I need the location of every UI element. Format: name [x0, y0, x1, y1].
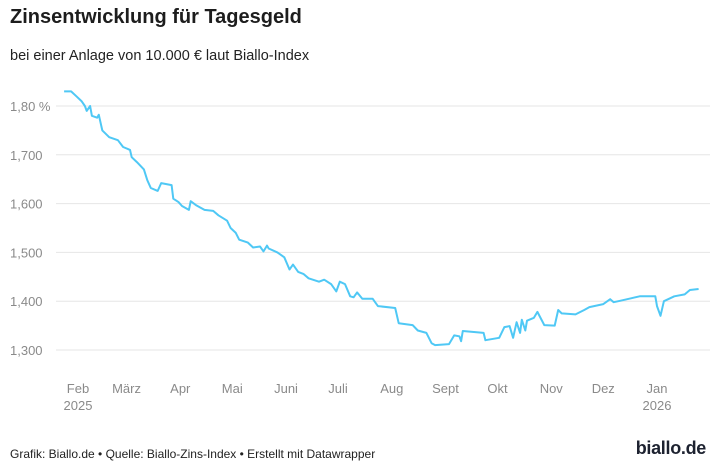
chart-subtitle: bei einer Anlage von 10.000 € laut Biall…: [10, 48, 310, 64]
x-tick-label: Dez: [592, 381, 615, 396]
x-tick-label: Aug: [380, 381, 403, 396]
y-tick-label: 1,500: [10, 245, 43, 260]
rate-line: [64, 90, 699, 347]
x-tick-year-label: 2025: [64, 398, 93, 413]
y-tick-label: 1,300: [10, 343, 43, 358]
y-tick-label: 1,400: [10, 294, 43, 309]
x-tick-label: Juni: [274, 381, 298, 396]
x-tick-label: Mai: [222, 381, 243, 396]
x-tick-label: Feb: [67, 381, 89, 396]
x-tick-label: Okt: [487, 381, 508, 396]
x-tick-label: Juli: [328, 381, 348, 396]
chart-title: Zinsentwicklung für Tagesgeld: [10, 6, 302, 28]
source-footer: Grafik: Biallo.de • Quelle: Biallo-Zins-…: [10, 447, 376, 461]
x-tick-label: Jan: [647, 381, 668, 396]
x-tick-label: März: [112, 381, 141, 396]
x-tick-label: Apr: [170, 381, 191, 396]
x-tick-year-label: 2026: [643, 398, 672, 413]
y-tick-label: 1,80 %: [10, 99, 51, 114]
x-tick-label: Sept: [432, 381, 459, 396]
x-tick-label: Nov: [540, 381, 564, 396]
y-tick-label: 1,700: [10, 148, 43, 163]
y-tick-label: 1,600: [10, 197, 43, 212]
biallo-logo: biallo.de: [635, 438, 707, 458]
